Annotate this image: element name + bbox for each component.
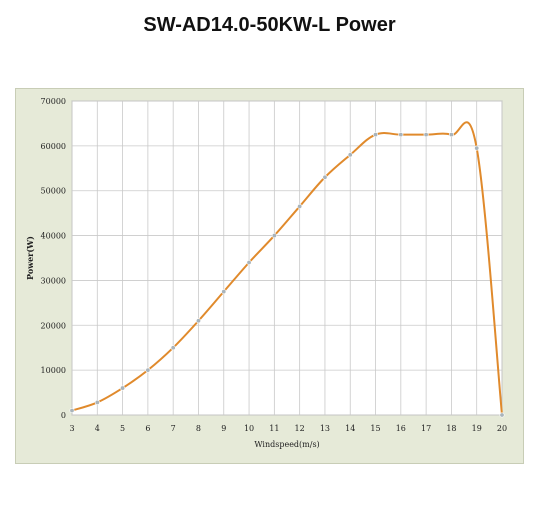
data-point xyxy=(170,345,176,351)
y-tick-labels: 0 10000 20000 30000 40000 50000 60000 70000 xyxy=(41,97,66,420)
data-point xyxy=(423,132,429,138)
x-tick-label: 3 xyxy=(69,424,74,433)
x-tick-label: 10 xyxy=(244,424,254,433)
data-point xyxy=(322,174,328,180)
data-point xyxy=(69,408,75,414)
x-tick-label: 14 xyxy=(345,424,355,433)
data-point xyxy=(499,412,505,418)
y-tick-label: 70000 xyxy=(41,97,66,106)
x-tick-label: 20 xyxy=(497,424,507,433)
data-point xyxy=(297,203,303,209)
x-tick-label: 16 xyxy=(396,424,406,433)
chart-frame: 0 10000 20000 30000 40000 50000 60000 70000 3 4 5… xyxy=(15,88,524,464)
x-tick-label: 9 xyxy=(221,424,226,433)
y-tick-label: 10000 xyxy=(41,366,66,375)
data-point xyxy=(145,367,151,373)
power-curve-chart: 0 10000 20000 30000 40000 50000 60000 70000 3 4 5… xyxy=(25,97,507,449)
x-tick-label: 13 xyxy=(320,424,330,433)
y-tick-label: 50000 xyxy=(41,187,66,196)
x-tick-label: 18 xyxy=(446,424,456,433)
x-tick-label: 19 xyxy=(472,424,482,433)
data-point xyxy=(120,385,126,391)
x-tick-label: 5 xyxy=(120,424,125,433)
x-tick-label: 17 xyxy=(421,424,431,433)
x-tick-label: 6 xyxy=(145,424,150,433)
data-point xyxy=(246,259,252,265)
x-tick-label: 4 xyxy=(95,424,100,433)
x-tick-label: 8 xyxy=(196,424,201,433)
x-tick-label: 11 xyxy=(269,424,279,433)
data-point xyxy=(398,132,404,138)
y-tick-label: 40000 xyxy=(41,232,66,241)
data-point xyxy=(373,132,379,138)
x-axis-title: Windspeed(m/s) xyxy=(254,440,319,449)
horizontal-gridlines xyxy=(72,100,502,416)
plot-area xyxy=(71,100,503,416)
x-tick-label: 15 xyxy=(370,424,380,433)
data-point xyxy=(347,152,353,158)
y-axis-title: Power(W) xyxy=(25,236,35,280)
x-tick-label: 12 xyxy=(295,424,305,433)
y-tick-label: 30000 xyxy=(41,276,66,285)
data-point xyxy=(474,145,480,151)
data-point-markers xyxy=(69,132,505,418)
data-point xyxy=(221,289,227,295)
page-title: SW-AD14.0-50KW-L Power xyxy=(143,14,396,36)
y-tick-label: 20000 xyxy=(41,321,66,330)
data-point xyxy=(195,318,201,324)
data-point xyxy=(448,132,454,138)
y-tick-label: 0 xyxy=(61,411,66,420)
x-tick-label: 7 xyxy=(171,424,176,433)
x-tick-labels: 3 4 5 6 7 8 9 10 11 12 13 14 15 16 17 18 19 20 xyxy=(69,424,507,433)
data-point xyxy=(94,399,100,405)
data-point xyxy=(271,233,277,239)
y-tick-label: 60000 xyxy=(41,142,66,151)
